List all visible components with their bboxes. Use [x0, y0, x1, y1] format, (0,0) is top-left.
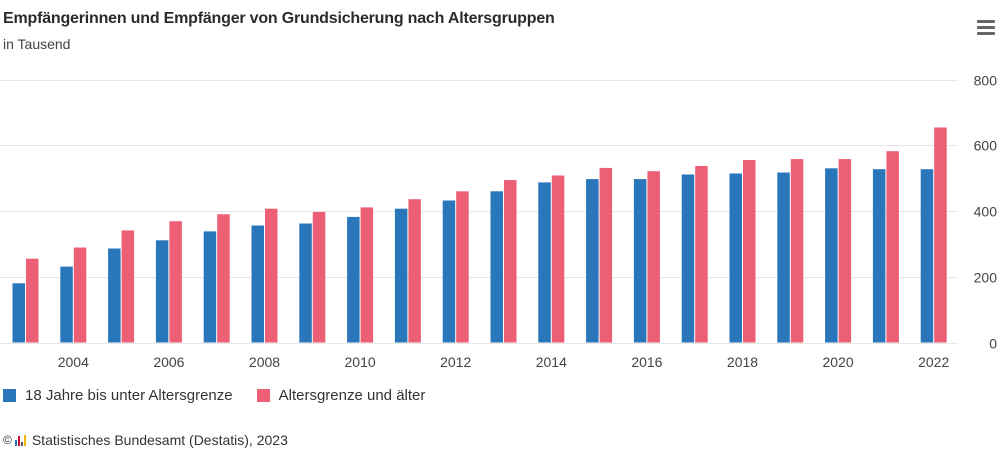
bar-age-limit-and-older-2011[interactable]	[408, 199, 421, 343]
y-tick-label: 0	[989, 336, 997, 352]
bar-under-age-limit-2014[interactable]	[538, 182, 551, 343]
bar-under-age-limit-2019[interactable]	[777, 172, 790, 343]
x-tick-label: 2016	[631, 354, 662, 370]
legend-label: Altersgrenze und älter	[278, 387, 426, 404]
legend-swatch-blue	[3, 389, 16, 402]
bar-age-limit-and-older-2020[interactable]	[838, 159, 852, 343]
bar-age-limit-and-older-2017[interactable]	[695, 166, 708, 343]
bar-age-limit-and-older-2010[interactable]	[360, 207, 374, 343]
bar-under-age-limit-2005[interactable]	[108, 248, 121, 343]
bar-under-age-limit-2020[interactable]	[825, 168, 838, 343]
bar-age-limit-and-older-2022[interactable]	[934, 127, 947, 343]
credit-text[interactable]: Statistisches Bundesamt (Destatis), 2023	[31, 432, 288, 448]
x-tick-label: 2022	[918, 354, 949, 370]
bar-age-limit-and-older-2019[interactable]	[790, 159, 804, 343]
hamburger-menu-icon[interactable]	[977, 20, 995, 36]
chart-subtitle: in Tausend	[3, 36, 71, 52]
bar-under-age-limit-2022[interactable]	[920, 169, 934, 343]
x-tick-label: 2014	[536, 354, 567, 370]
x-tick-label: 2012	[440, 354, 471, 370]
bar-under-age-limit-2018[interactable]	[729, 173, 743, 343]
y-tick-label: 200	[974, 270, 998, 286]
destatis-logo-icon	[14, 434, 27, 446]
bar-age-limit-and-older-2006[interactable]	[169, 221, 182, 343]
x-tick-label: 2008	[249, 354, 280, 370]
bar-age-limit-and-older-2021[interactable]	[886, 151, 899, 343]
legend-label: 18 Jahre bis unter Altersgrenze	[25, 387, 233, 404]
legend-item-under-age-limit[interactable]: 18 Jahre bis unter Altersgrenze	[3, 387, 233, 404]
bar-age-limit-and-older-2003[interactable]	[26, 258, 39, 343]
bar-under-age-limit-2006[interactable]	[155, 240, 169, 343]
bar-under-age-limit-2009[interactable]	[299, 223, 312, 343]
bar-under-age-limit-2011[interactable]	[394, 208, 408, 343]
x-axis-ticks: 2004 2006 2008 2010 2012 2014 2016 2018 2020 2022	[58, 354, 950, 370]
bar-under-age-limit-2021[interactable]	[872, 169, 886, 343]
legend-item-age-limit-and-older[interactable]: Altersgrenze und älter	[256, 387, 426, 404]
bar-age-limit-and-older-2008[interactable]	[265, 208, 278, 343]
y-tick-label: 400	[974, 204, 998, 220]
y-axis-ticks: 0 200 400 600 800	[974, 73, 998, 352]
y-tick-label: 800	[974, 73, 998, 89]
x-tick-label: 2010	[345, 354, 376, 370]
x-tick-label: 2018	[727, 354, 758, 370]
x-tick-label: 2006	[153, 354, 184, 370]
bar-under-age-limit-2008[interactable]	[251, 225, 265, 343]
bar-age-limit-and-older-2004[interactable]	[73, 247, 87, 343]
bar-age-limit-and-older-2014[interactable]	[551, 175, 565, 343]
chart-title: Empfängerinnen und Empfänger von Grundsi…	[3, 10, 555, 27]
gridlines	[0, 80, 958, 344]
bar-age-limit-and-older-2013[interactable]	[504, 180, 517, 343]
legend: 18 Jahre bis unter Altersgrenze Altersgr…	[3, 387, 449, 404]
bar-age-limit-and-older-2012[interactable]	[456, 191, 469, 343]
y-tick-label: 600	[974, 138, 998, 154]
x-tick-label: 2020	[823, 354, 854, 370]
bars	[12, 127, 947, 343]
bar-age-limit-and-older-2015[interactable]	[599, 167, 613, 343]
credits: © Statistisches Bundesamt (Destatis), 20…	[3, 432, 288, 448]
bar-under-age-limit-2004[interactable]	[60, 266, 73, 343]
bar-under-age-limit-2017[interactable]	[681, 174, 695, 343]
bar-age-limit-and-older-2005[interactable]	[121, 230, 135, 343]
x-tick-label: 2004	[58, 354, 89, 370]
copyright-symbol: ©	[3, 433, 12, 447]
bar-age-limit-and-older-2007[interactable]	[217, 214, 230, 343]
legend-swatch-red	[256, 389, 270, 402]
bar-under-age-limit-2013[interactable]	[490, 191, 504, 343]
bar-under-age-limit-2003[interactable]	[12, 283, 26, 343]
bar-age-limit-and-older-2018[interactable]	[743, 160, 756, 343]
bar-under-age-limit-2016[interactable]	[633, 179, 647, 343]
bar-under-age-limit-2012[interactable]	[442, 200, 456, 343]
bar-under-age-limit-2015[interactable]	[586, 179, 599, 343]
bar-under-age-limit-2007[interactable]	[203, 231, 217, 343]
bar-age-limit-and-older-2016[interactable]	[647, 171, 660, 343]
bar-age-limit-and-older-2009[interactable]	[312, 212, 326, 343]
bar-under-age-limit-2010[interactable]	[347, 216, 360, 343]
